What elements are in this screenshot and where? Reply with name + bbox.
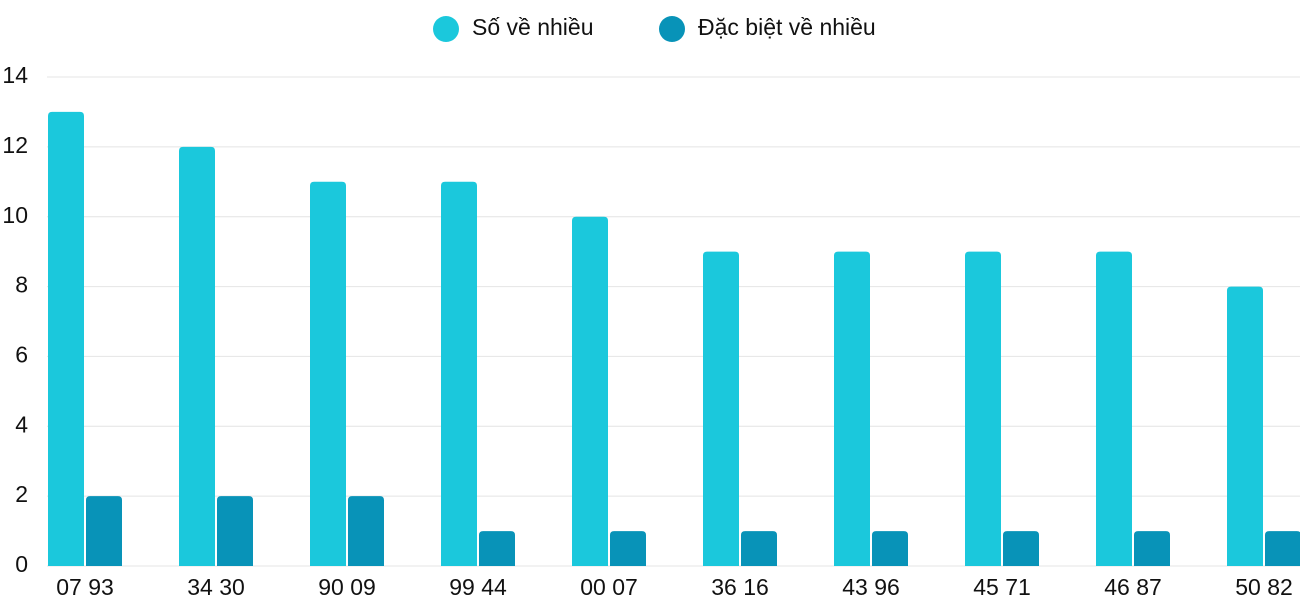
legend-label: Số về nhiều xyxy=(472,14,593,40)
bar xyxy=(1134,531,1170,566)
bar xyxy=(572,216,608,566)
x-tick-label: 45 71 xyxy=(973,574,1031,600)
bar xyxy=(834,251,870,566)
legend-swatch xyxy=(433,16,459,42)
bar xyxy=(217,496,253,566)
y-tick-label: 4 xyxy=(15,411,28,437)
bar xyxy=(48,111,84,566)
y-tick-label: 12 xyxy=(2,132,28,158)
bar xyxy=(1003,531,1039,566)
x-tick-label: 36 16 xyxy=(711,574,769,600)
y-tick-label: 10 xyxy=(2,202,28,228)
bar xyxy=(872,531,908,566)
x-tick-label: 00 07 xyxy=(580,574,638,600)
x-tick-label: 50 82 xyxy=(1235,574,1293,600)
bar xyxy=(965,251,1001,566)
y-tick-label: 2 xyxy=(15,481,28,507)
bar xyxy=(741,531,777,566)
bar xyxy=(86,496,122,566)
bar xyxy=(610,531,646,566)
x-tick-label: 99 44 xyxy=(449,574,507,600)
x-tick-label: 90 09 xyxy=(318,574,376,600)
bar xyxy=(348,496,384,566)
legend-swatch xyxy=(659,16,685,42)
bar xyxy=(703,251,739,566)
legend-label: Đặc biệt về nhiều xyxy=(698,14,876,40)
y-tick-label: 8 xyxy=(15,272,28,298)
bar xyxy=(310,181,346,567)
bar xyxy=(179,146,215,566)
y-tick-label: 6 xyxy=(15,342,28,368)
bar xyxy=(1096,251,1132,566)
y-tick-label: 0 xyxy=(15,551,28,577)
y-tick-label: 14 xyxy=(2,62,28,88)
bar xyxy=(1265,531,1300,566)
bar xyxy=(441,181,477,567)
x-tick-label: 46 87 xyxy=(1104,574,1162,600)
x-tick-label: 34 30 xyxy=(187,574,245,600)
x-tick-label: 43 96 xyxy=(842,574,900,600)
bar xyxy=(1227,286,1263,566)
x-tick-label: 07 93 xyxy=(56,574,114,600)
bar xyxy=(479,531,515,566)
